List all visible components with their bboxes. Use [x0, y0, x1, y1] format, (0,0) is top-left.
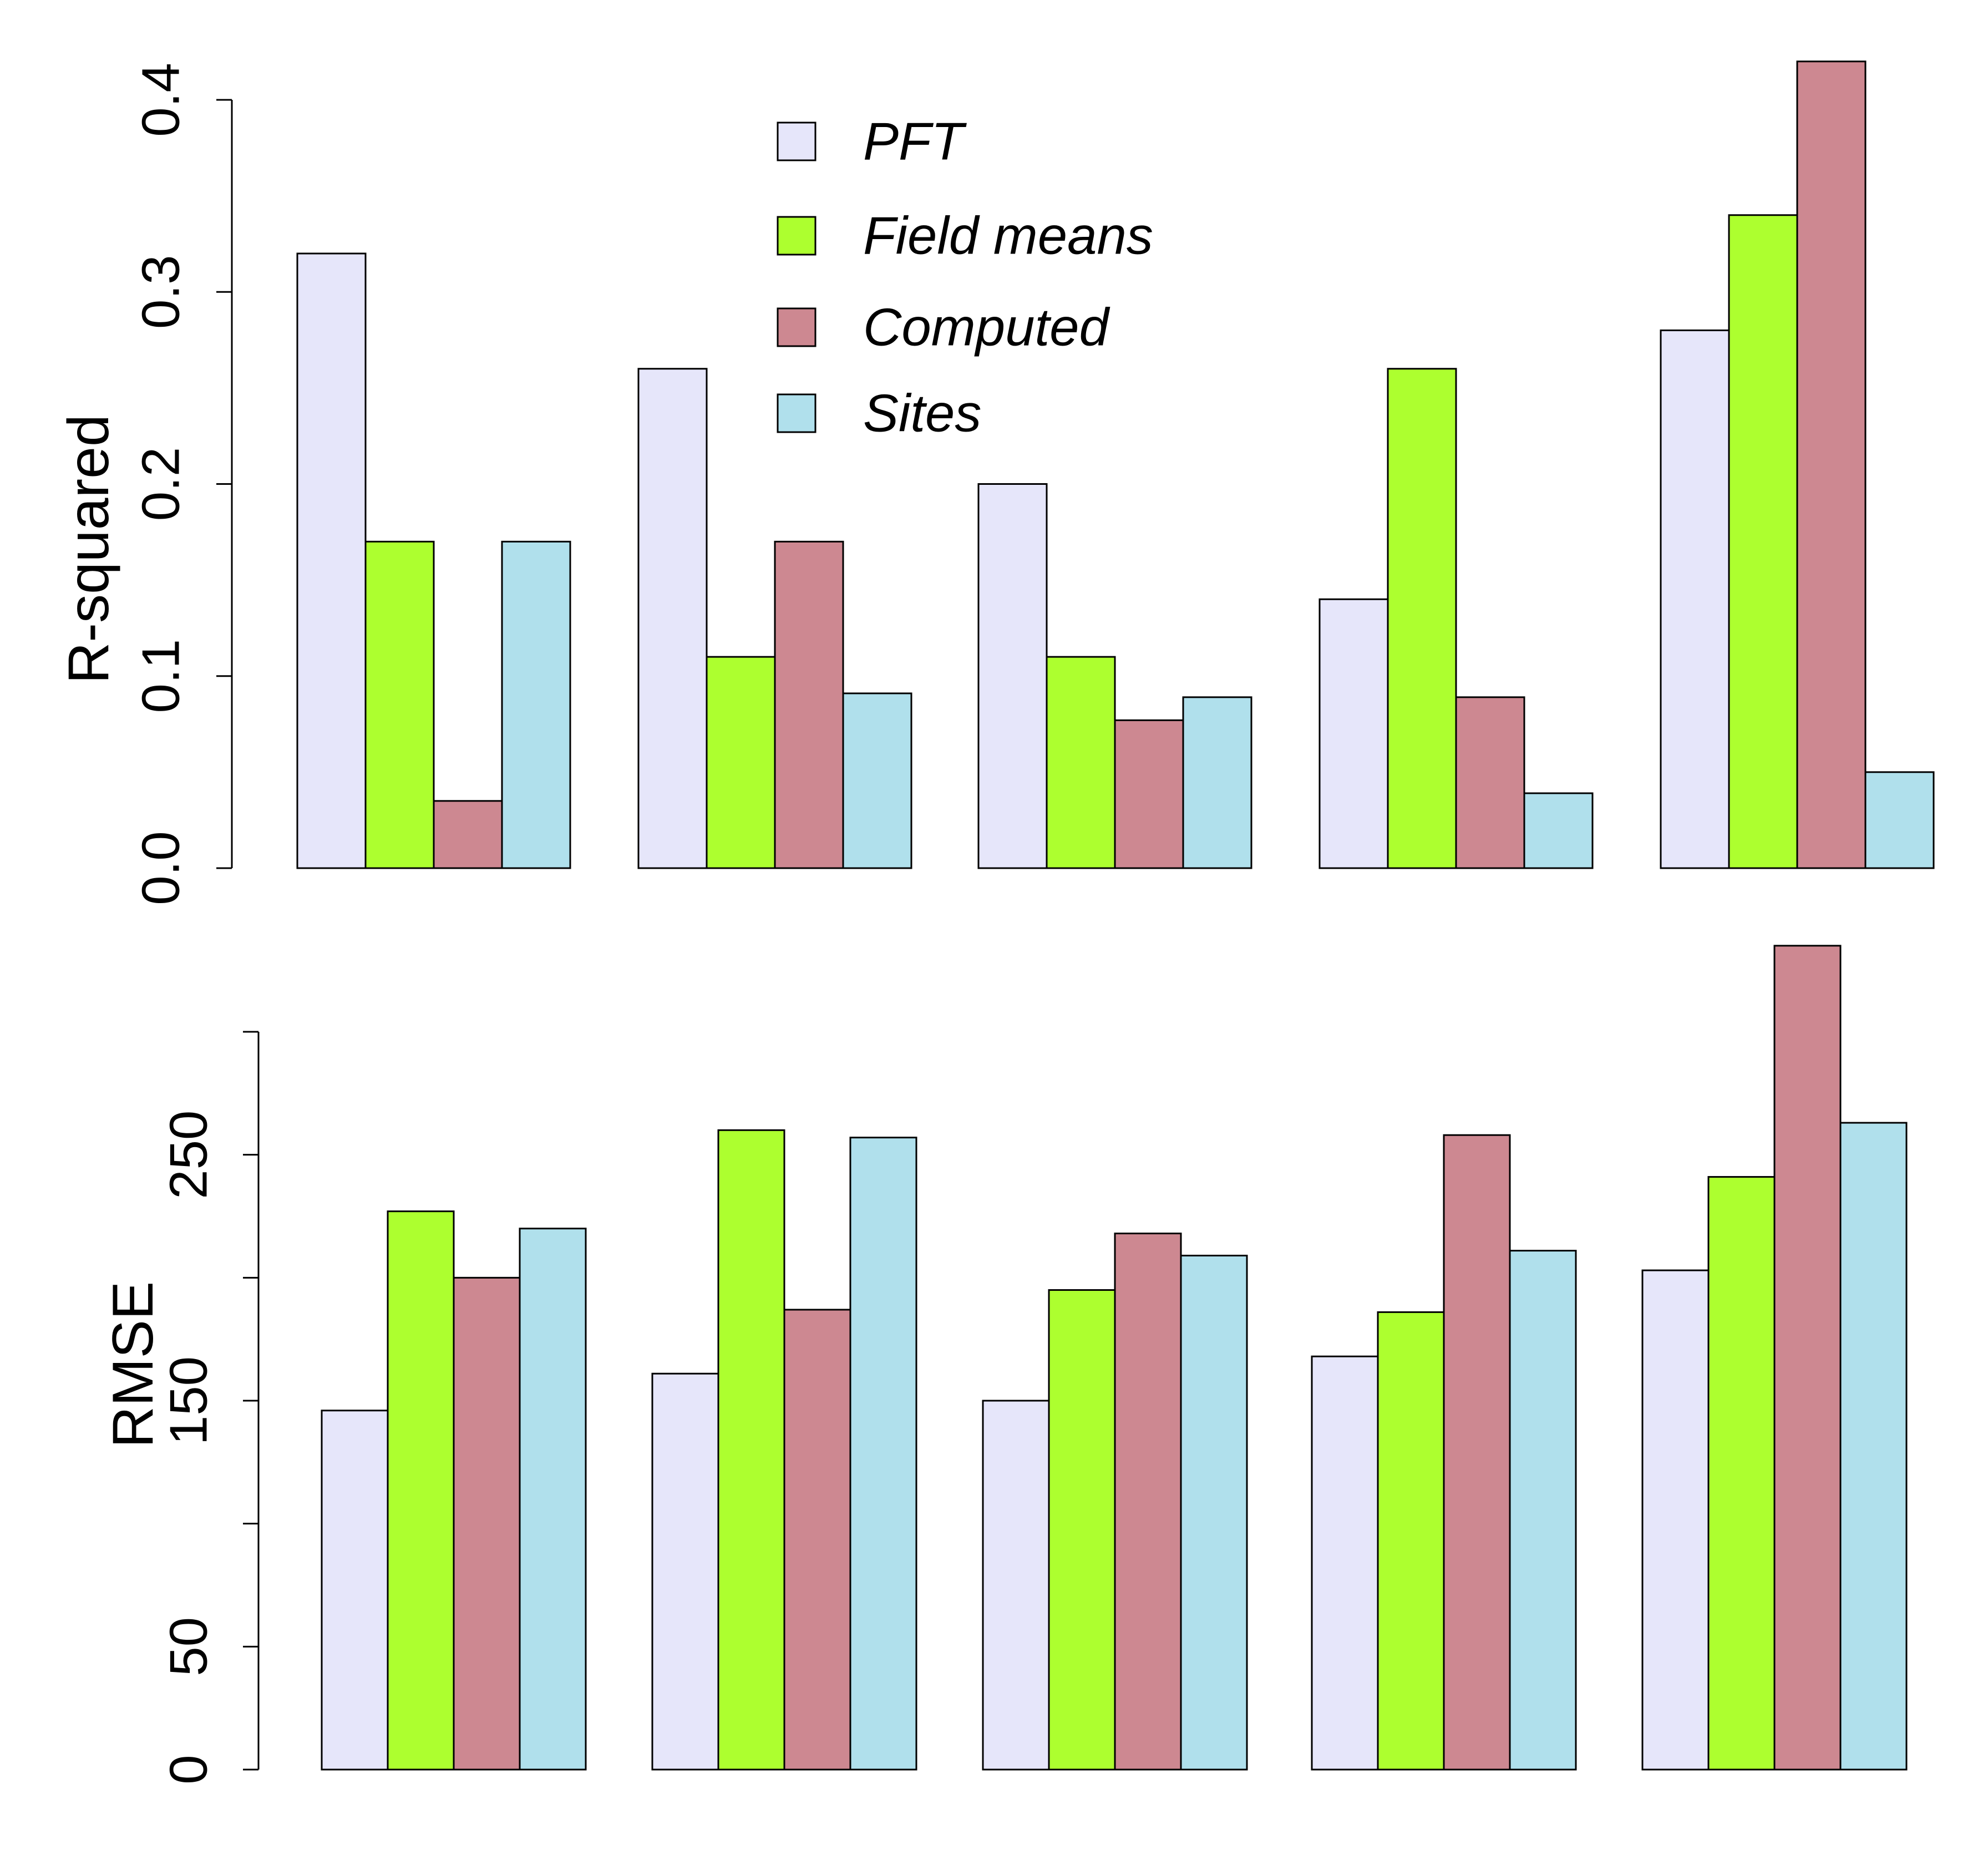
r-squared-bar-pft-group-2 [637, 368, 708, 869]
rmse-y-tick-label: 50 [159, 1617, 219, 1676]
r-squared-bar-pft-group-5 [1660, 330, 1730, 869]
r-squared-bar-field-means-group-2 [706, 656, 776, 869]
r-squared-bar-computed-group-1 [433, 800, 503, 869]
r-squared-bar-sites-group-2 [842, 692, 912, 869]
rmse-bar-sites-group-4 [1509, 1250, 1577, 1771]
r-squared-y-tick-label: 0.1 [131, 639, 191, 713]
rmse-bar-computed-group-5 [1773, 945, 1842, 1771]
legend-label-computed: Computed [863, 298, 1110, 357]
rmse-bar-pft-group-3 [982, 1400, 1050, 1771]
rmse-bar-field-means-group-4 [1377, 1311, 1445, 1771]
r-squared-bar-pft-group-3 [977, 483, 1048, 869]
legend-swatch-sites [777, 393, 816, 433]
rmse-panel: 0 50 150 250 RMSE [101, 945, 1908, 1785]
rmse-bar-sites-group-1 [519, 1228, 587, 1771]
r-squared-bar-field-means-group-4 [1387, 368, 1457, 869]
r-squared-y-axis-title: R-squared [57, 414, 121, 684]
r-squared-y-tick-label: 0.3 [131, 255, 191, 329]
rmse-bar-pft-group-4 [1311, 1355, 1379, 1771]
legend-label-pft: PFT [863, 112, 967, 171]
legend-swatch-pft [777, 121, 816, 161]
rmse-bar-pft-group-1 [321, 1410, 389, 1771]
r-squared-bar-computed-group-4 [1455, 696, 1525, 869]
rmse-y-axis-title: RMSE [101, 1281, 165, 1448]
legend-label-field-means: Field means [863, 206, 1153, 266]
rmse-bar-pft-group-2 [651, 1372, 719, 1771]
rmse-bar-field-means-group-5 [1707, 1176, 1776, 1771]
r-squared-bar-pft-group-4 [1318, 598, 1389, 869]
rmse-bar-sites-group-2 [849, 1137, 917, 1771]
r-squared-bar-field-means-group-1 [364, 540, 435, 869]
legend: PFT Field means Computed Sites [777, 112, 1153, 443]
rmse-y-tick-label: 150 [159, 1356, 219, 1445]
rmse-bar-sites-group-5 [1839, 1122, 1908, 1771]
r-squared-bar-sites-group-5 [1864, 771, 1935, 869]
r-squared-bar-sites-group-3 [1182, 696, 1252, 869]
rmse-bar-field-means-group-3 [1048, 1289, 1116, 1771]
r-squared-bar-computed-group-2 [774, 540, 844, 869]
r-squared-y-tick-label: 0.2 [131, 447, 191, 521]
r-squared-bar-sites-group-4 [1523, 792, 1594, 869]
r-squared-bar-field-means-group-5 [1728, 214, 1798, 869]
rmse-bar-computed-group-1 [453, 1276, 521, 1771]
r-squared-panel: 0.0 0.1 0.2 0.3 0.4 R-squared [57, 60, 1935, 905]
rmse-bar-sites-group-3 [1180, 1254, 1248, 1771]
rmse-y-tick-label: 250 [159, 1111, 219, 1199]
rmse-bar-field-means-group-2 [717, 1129, 785, 1771]
legend-label-sites: Sites [863, 384, 981, 443]
rmse-y-tick-label: 0 [159, 1755, 219, 1784]
r-squared-y-tick-label: 0.0 [131, 831, 191, 905]
rmse-bar-pft-group-5 [1641, 1269, 1710, 1771]
rmse-bar-computed-group-3 [1114, 1233, 1182, 1771]
r-squared-bar-computed-group-3 [1114, 719, 1184, 869]
r-squared-bar-sites-group-1 [501, 540, 571, 869]
r-squared-bar-pft-group-1 [296, 252, 367, 869]
rmse-bar-field-means-group-1 [387, 1210, 455, 1771]
r-squared-bar-field-means-group-3 [1046, 656, 1116, 869]
rmse-bar-computed-group-2 [783, 1309, 851, 1771]
r-squared-bar-computed-group-5 [1796, 60, 1867, 869]
r-squared-y-tick-label: 0.4 [131, 63, 191, 136]
legend-swatch-computed [777, 307, 816, 347]
legend-swatch-field-means [777, 216, 816, 256]
rmse-bar-computed-group-4 [1443, 1134, 1511, 1771]
